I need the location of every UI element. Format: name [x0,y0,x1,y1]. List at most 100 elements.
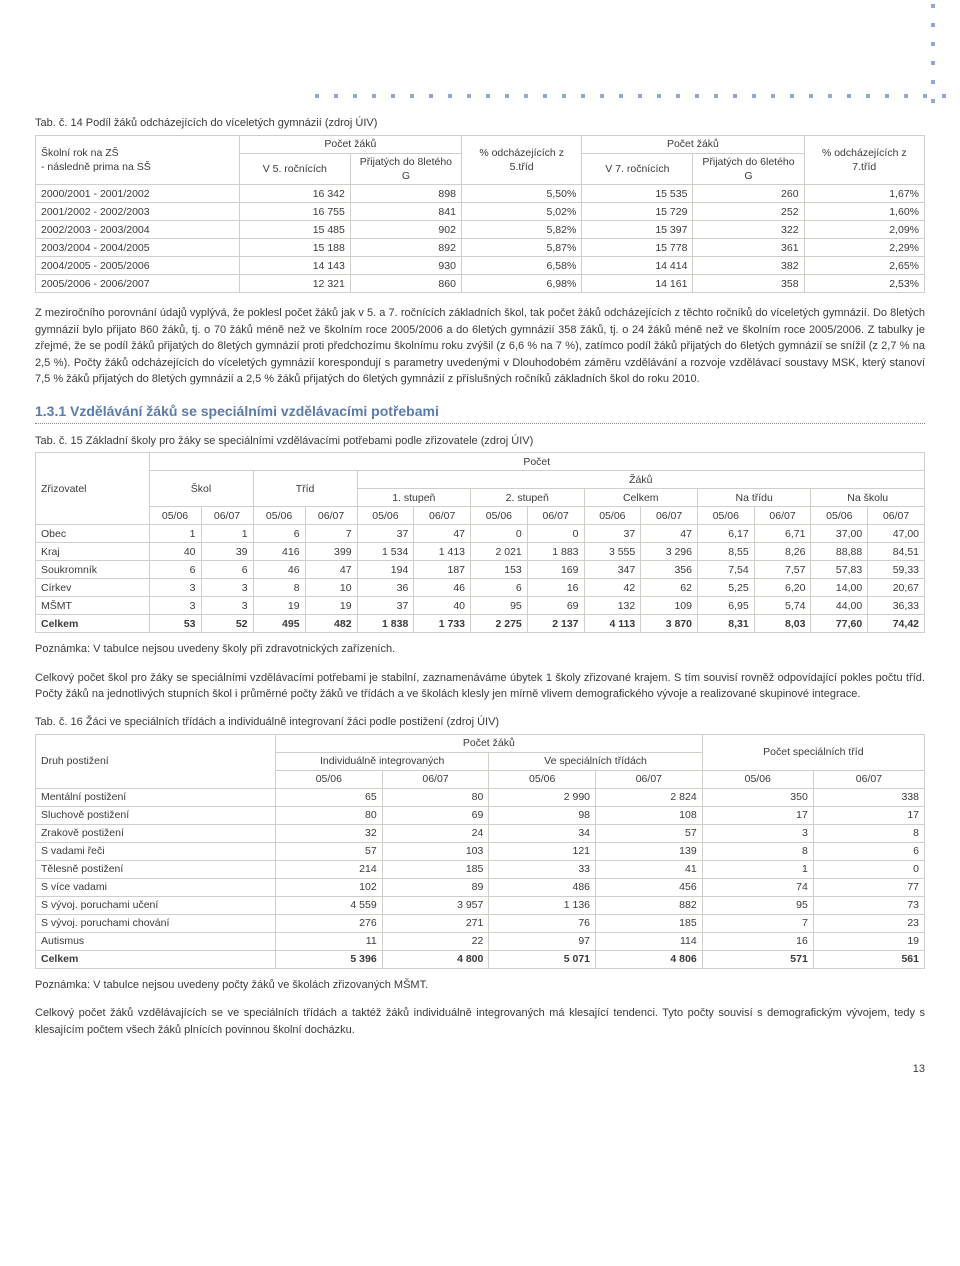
table-cell: 7 [702,914,813,932]
table-cell: 169 [527,561,584,579]
t2-year: 05/06 [471,507,528,525]
table-cell: Mentální postižení [36,788,276,806]
table-cell: 2,29% [804,239,924,257]
table-row: S vývoj. poruchami chování27627176185723 [36,914,925,932]
table-cell: 338 [813,788,924,806]
table-cell: 57,83 [811,561,868,579]
table-row: Kraj40394163991 5341 4132 0211 8833 5553… [36,543,925,561]
table-cell: 74 [702,878,813,896]
table-cell: 8,03 [754,615,811,633]
t1-h-g1c2: Přijatých do 8letého G [350,153,461,184]
table-cell: 194 [357,561,414,579]
table-cell: 153 [471,561,528,579]
t2-year: 06/07 [641,507,698,525]
table-cell: 84,51 [868,543,925,561]
table-cell: 571 [702,950,813,968]
table-cell: 74,42 [868,615,925,633]
table-cell: 3 957 [382,896,489,914]
table-cell: 2,65% [804,257,924,275]
t2-year: 05/06 [357,507,414,525]
table-row: Autismus1122971141619 [36,932,925,950]
table-cell: 214 [276,860,383,878]
t3-year: 06/07 [382,770,489,788]
t2-h-natridu: Na třídu [697,489,810,507]
table-cell: 2,53% [804,275,924,293]
table-cell: 2005/2006 - 2006/2007 [36,275,240,293]
table-cell: 495 [253,615,305,633]
t3-h-top: Počet žáků [276,734,703,752]
table-cell: 32 [276,824,383,842]
table-cell: 561 [813,950,924,968]
table-cell: 5 071 [489,950,596,968]
table-cell: 0 [527,525,584,543]
table-cell: 62 [641,579,698,597]
table-cell: 132 [584,597,641,615]
table-cell: Obec [36,525,150,543]
table-cell: 80 [382,788,489,806]
table-cell: 39 [201,543,253,561]
table-cell: S vadami řeči [36,842,276,860]
table-cell: Kraj [36,543,150,561]
t2-year: 05/06 [253,507,305,525]
t2-h-top: Počet [149,453,925,471]
table-cell: 80 [276,806,383,824]
table-cell: 276 [276,914,383,932]
t2-year: 06/07 [754,507,811,525]
t2-h-rowlabel: Zřizovatel [36,453,150,525]
table-cell: 12 321 [239,275,350,293]
table-cell: 260 [693,185,804,203]
table-cell: 841 [350,203,461,221]
table-cell: 2,09% [804,221,924,239]
table-cell: 5,87% [461,239,581,257]
table-cell: 271 [382,914,489,932]
table-cell: 57 [596,824,703,842]
t2-h-zaku: Žáků [357,471,924,489]
table-cell: 6,17 [697,525,754,543]
table-cell: 456 [596,878,703,896]
table-cell: 8 [813,824,924,842]
table-cell: 1,67% [804,185,924,203]
table-cell: 16 755 [239,203,350,221]
table-cell: 47 [305,561,357,579]
table-cell: 5,82% [461,221,581,239]
table-cell: 15 188 [239,239,350,257]
table-row: Obec116737470037476,176,7137,0047,00 [36,525,925,543]
table-cell: 5,02% [461,203,581,221]
table-cell: 6 [813,842,924,860]
table-row: Soukromník6646471941871531693473567,547,… [36,561,925,579]
table-cell: 358 [693,275,804,293]
table-cell: 1 [149,525,201,543]
table-cell: 0 [813,860,924,878]
table-cell: S více vadami [36,878,276,896]
table-row: MŠMT331919374095691321096,955,7444,0036,… [36,597,925,615]
table-cell: 3 555 [584,543,641,561]
table-cell: 77,60 [811,615,868,633]
table3: Druh postižení Počet žáků Počet speciáln… [35,734,925,969]
paragraph-1: Z meziročního porovnání údajů vyplývá, ž… [35,305,925,388]
table-cell: 19 [813,932,924,950]
table-cell: 95 [471,597,528,615]
table-cell: 2000/2001 - 2001/2002 [36,185,240,203]
table-cell: 3 870 [641,615,698,633]
table-cell: 356 [641,561,698,579]
table-cell: 6 [253,525,305,543]
table-cell: 8,31 [697,615,754,633]
table-cell: 347 [584,561,641,579]
t3-year: 05/06 [702,770,813,788]
table-cell: S vývoj. poruchami učení [36,896,276,914]
table-row: S vývoj. poruchami učení4 5593 9571 1368… [36,896,925,914]
table-cell: 3 296 [641,543,698,561]
table-cell: 8,55 [697,543,754,561]
table-cell: 24 [382,824,489,842]
t1-h-group2: Počet žáků [582,135,804,153]
table-cell: 46 [253,561,305,579]
table-cell: 8 [702,842,813,860]
table-cell: 350 [702,788,813,806]
table-cell: 42 [584,579,641,597]
table-cell: 20,67 [868,579,925,597]
table-cell: 1 883 [527,543,584,561]
table-cell: 3 [149,597,201,615]
table-cell: 17 [702,806,813,824]
table-cell: 8 [253,579,305,597]
table-cell: 15 397 [582,221,693,239]
